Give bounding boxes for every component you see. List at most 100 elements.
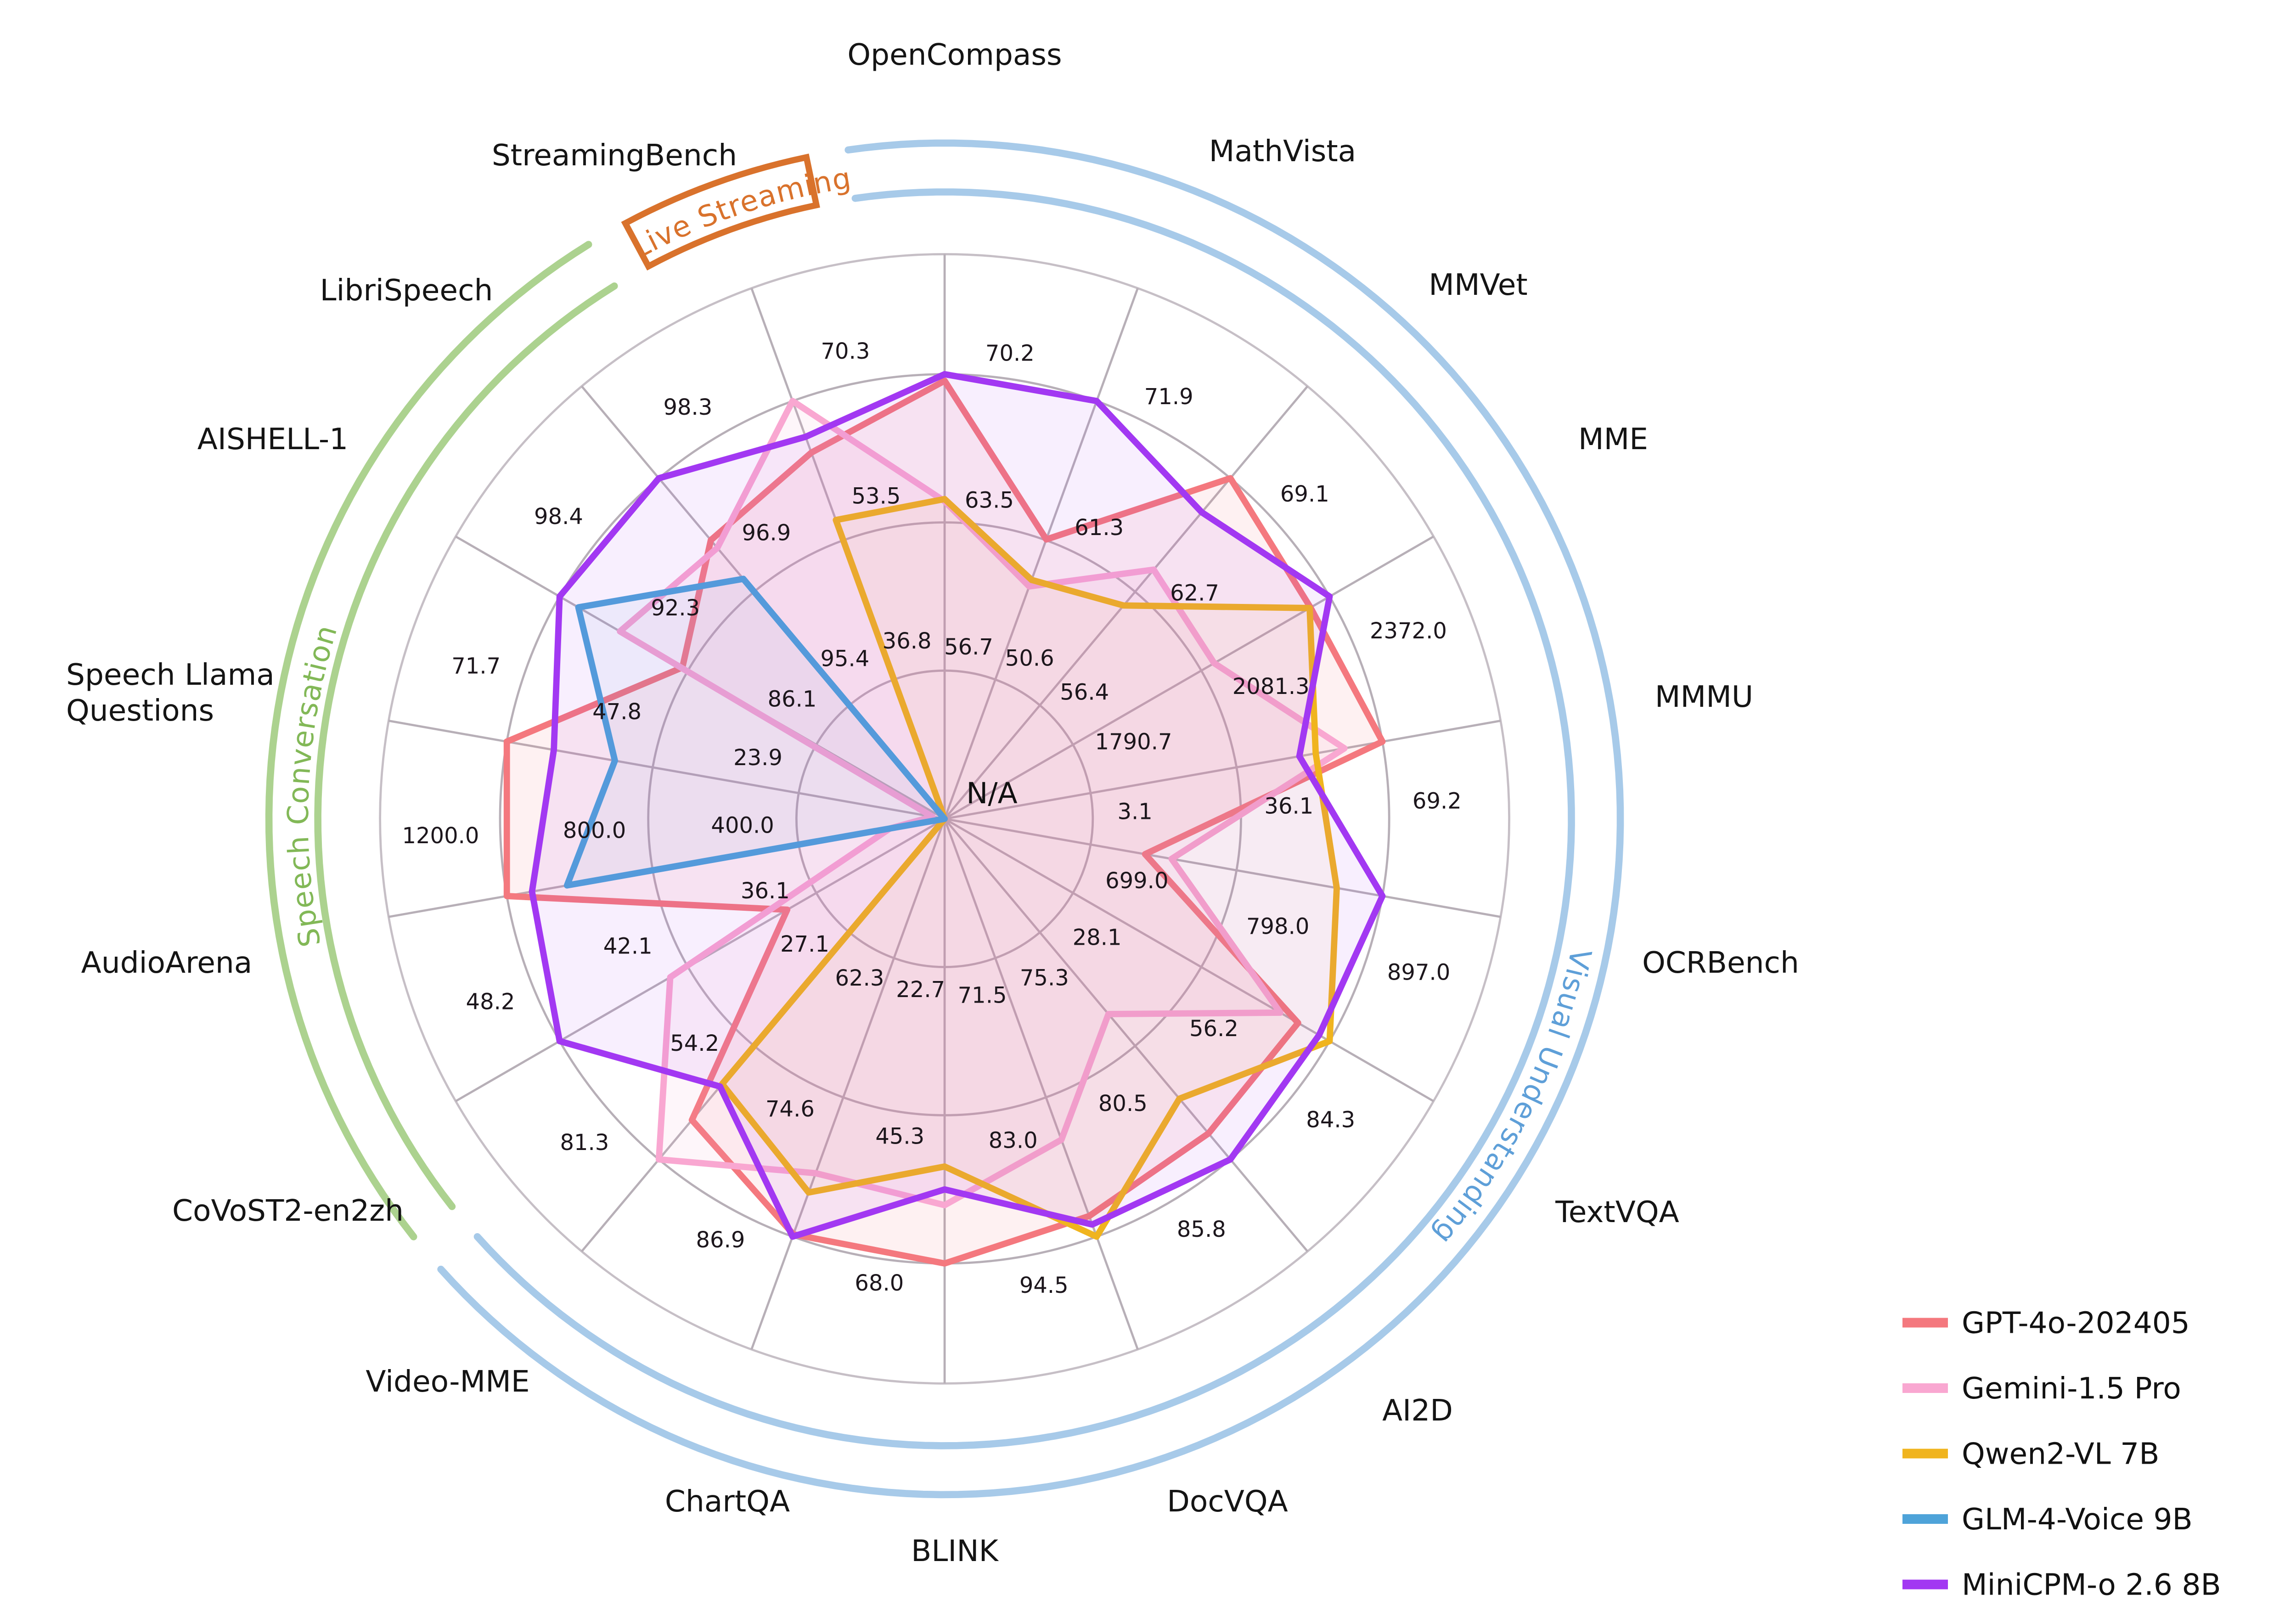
tick-label-5-0: 699.0 [1105, 868, 1168, 894]
tick-label-1-1: 61.3 [1075, 515, 1124, 541]
axis-label-16: LibriSpeech [320, 273, 493, 308]
tick-label-1-0: 50.6 [1005, 646, 1054, 671]
tick-label-8-2: 94.5 [1019, 1273, 1069, 1298]
group-arc-0-0 [473, 188, 1575, 1449]
tick-label-1-2: 71.9 [1144, 384, 1193, 410]
tick-label-17-2: 70.3 [821, 338, 870, 364]
center-na-label: N/A [966, 777, 1017, 810]
legend-label-3: GLM-4-Voice 9B [1962, 1502, 2193, 1537]
tick-label-13-1: 800.0 [563, 818, 626, 844]
tick-label-7-1: 80.5 [1098, 1091, 1148, 1116]
tick-label-17-0: 36.8 [883, 628, 932, 654]
tick-label-10-0: 62.3 [835, 965, 884, 991]
tick-label-13-0: 400.0 [711, 812, 774, 838]
tick-label-12-0: 36.1 [741, 878, 790, 904]
tick-label-6-0: 28.1 [1073, 925, 1122, 950]
tick-label-0-0: 56.7 [944, 634, 993, 660]
tick-label-12-1: 42.1 [603, 934, 653, 959]
axis-label-13: AudioArena [81, 946, 253, 980]
tick-label-9-1: 45.3 [875, 1123, 924, 1149]
tick-label-16-2: 98.3 [663, 395, 712, 420]
tick-label-2-2: 69.1 [1280, 481, 1329, 507]
group-arc-1-1 [265, 241, 592, 1240]
axis-label-15: AISHELL-1 [197, 422, 348, 457]
tick-label-14-2: 71.7 [451, 653, 501, 679]
axis-label-line-14-1: Questions [66, 693, 214, 728]
group-arc-1-0 [314, 282, 618, 1210]
tick-label-11-0: 27.1 [780, 931, 829, 957]
axis-label-6: TextVQA [1555, 1195, 1679, 1229]
tick-label-7-2: 85.8 [1177, 1217, 1226, 1242]
tick-label-4-1: 36.1 [1264, 794, 1313, 819]
legend-label-0: GPT-4o-202405 [1962, 1306, 2190, 1341]
tick-label-9-0: 22.7 [896, 977, 945, 1003]
series-polygon-3 [563, 575, 948, 889]
tick-label-3-0: 1790.7 [1095, 729, 1172, 755]
axis-label-10: ChartQA [665, 1484, 790, 1519]
tick-label-14-1: 47.8 [592, 699, 642, 725]
tick-label-15-1: 92.3 [651, 595, 700, 621]
axis-spoke-8 [943, 818, 1139, 1350]
tick-label-10-2: 86.9 [696, 1227, 745, 1253]
tick-label-17-1: 53.5 [852, 484, 901, 509]
tick-label-10-1: 74.6 [765, 1096, 815, 1122]
axis-label-4: MMMU [1655, 680, 1753, 714]
axis-spoke-10 [750, 818, 946, 1350]
legend-label-2: Qwen2-VL 7B [1962, 1437, 2159, 1471]
axis-label-17: StreamingBench [492, 138, 737, 173]
tick-label-16-0: 95.4 [820, 646, 869, 671]
legend-label-1: Gemini-1.5 Pro [1962, 1371, 2181, 1406]
tick-label-11-1: 54.2 [670, 1031, 719, 1056]
tick-label-14-0: 23.9 [733, 745, 782, 771]
tick-label-2-1: 62.7 [1170, 581, 1219, 606]
tick-label-13-2: 1200.0 [402, 823, 479, 849]
tick-label-0-2: 70.2 [985, 341, 1035, 366]
axis-spoke-7 [944, 818, 1309, 1252]
series-polygon-2 [719, 496, 1340, 1240]
tick-label-12-2: 48.2 [466, 989, 515, 1015]
axis-spoke-3 [944, 536, 1435, 820]
tick-label-3-1: 2081.3 [1232, 674, 1310, 699]
tick-label-5-1: 798.0 [1246, 914, 1309, 940]
group-arc-0-1 [437, 139, 1624, 1499]
tick-label-16-1: 96.9 [742, 520, 791, 546]
tick-label-4-0: 3.1 [1117, 799, 1152, 824]
tick-label-0-1: 63.5 [965, 487, 1014, 513]
tick-label-15-0: 86.1 [768, 686, 817, 712]
tick-label-8-0: 71.5 [958, 983, 1007, 1009]
tick-label-8-1: 83.0 [989, 1127, 1038, 1153]
tick-label-5-2: 897.0 [1387, 959, 1450, 985]
axis-label-9: BLINK [911, 1534, 999, 1568]
axis-label-11: Video-MME [366, 1364, 529, 1399]
tick-label-4-2: 69.2 [1412, 788, 1462, 814]
axis-label-1: MathVista [1209, 134, 1356, 169]
series-polygon-1 [617, 398, 1348, 1209]
tick-label-15-2: 98.4 [534, 504, 583, 530]
axis-label-3: MME [1578, 422, 1648, 457]
axis-spoke-1 [943, 288, 1139, 819]
legend-label-4: MiniCPM-o 2.6 8B [1962, 1568, 2221, 1601]
axis-spoke-6 [944, 817, 1435, 1102]
tick-label-9-2: 68.0 [855, 1270, 904, 1296]
axis-label-12: CoVoST2-en2zh [172, 1194, 404, 1228]
axis-label-5: OCRBench [1642, 946, 1799, 980]
axis-label-2: MMVet [1429, 268, 1527, 302]
tick-label-6-1: 56.2 [1189, 1016, 1238, 1042]
axis-label-14: Speech Llama Questions [66, 658, 275, 728]
tick-label-11-2: 81.3 [560, 1130, 609, 1156]
axis-label-7: AI2D [1382, 1393, 1453, 1428]
legend: GPT-4o-202405 Gemini-1.5 Pro Qwen2-VL 7B GL… [1902, 1306, 2221, 1601]
tick-label-2-0: 56.4 [1060, 680, 1109, 705]
tick-label-6-2: 84.3 [1306, 1107, 1355, 1133]
tick-label-7-0: 75.3 [1020, 965, 1069, 991]
axis-label-line-14-0: Speech Llama [66, 658, 275, 692]
axis-spoke-4 [944, 720, 1501, 820]
group-banner-live-streaming [621, 153, 820, 271]
axis-label-0: OpenCompass [847, 38, 1062, 72]
axis-label-8: DocVQA [1167, 1484, 1288, 1519]
axis-spoke-5 [944, 817, 1501, 918]
tick-label-3-2: 2372.0 [1370, 618, 1447, 644]
axis-spoke-14 [388, 720, 945, 820]
